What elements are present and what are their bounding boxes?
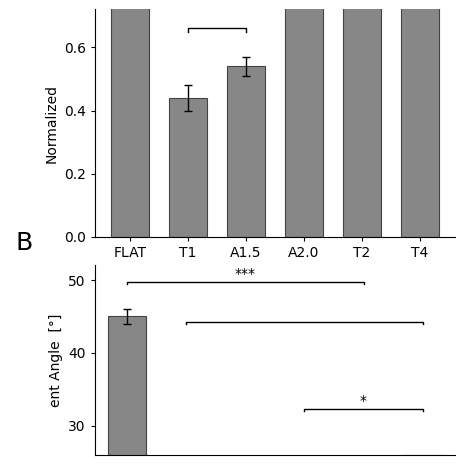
Bar	[227, 66, 265, 237]
Bar	[401, 0, 438, 237]
Text: ***: ***	[235, 267, 256, 281]
Text: B: B	[16, 231, 33, 255]
Bar	[343, 0, 381, 237]
Y-axis label: Normalized: Normalized	[44, 84, 58, 163]
Bar	[169, 98, 207, 237]
Bar	[111, 0, 149, 237]
Bar	[108, 317, 146, 474]
Y-axis label: ent Angle  [°]: ent Angle [°]	[49, 314, 63, 407]
Bar	[403, 455, 442, 474]
Bar	[285, 0, 323, 237]
Text: *: *	[360, 394, 367, 409]
